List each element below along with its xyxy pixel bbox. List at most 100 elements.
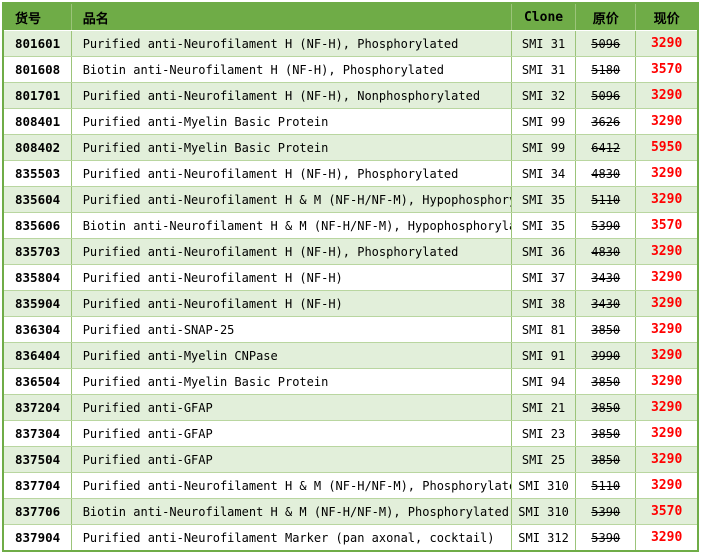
- current-price-cell: 3290: [635, 446, 699, 473]
- product-name-cell: Purified anti-Neurofilament H & M (NF-H/…: [70, 472, 512, 499]
- table-row: 835804 Purified anti-Neurofilament H (NF…: [2, 264, 699, 291]
- product-name-cell: Purified anti-Neurofilament H (NF-H), Ph…: [70, 160, 512, 187]
- clone-cell: SMI 37: [510, 264, 577, 291]
- product-name-cell: Purified anti-Neurofilament Marker (pan …: [70, 524, 512, 552]
- current-price-cell: 5950: [635, 134, 699, 161]
- product-name-cell: Purified anti-Neurofilament H (NF-H), Ph…: [70, 238, 512, 265]
- table-row: 837504 Purified anti-GFAP SMI 25 3850 32…: [2, 446, 699, 473]
- current-price-cell: 3290: [635, 264, 699, 291]
- product-name-cell: Purified anti-GFAP: [70, 394, 512, 421]
- original-price-cell: 5110: [575, 186, 637, 213]
- table-row: 837204 Purified anti-GFAP SMI 21 3850 32…: [2, 394, 699, 421]
- original-price-cell: 5390: [575, 498, 637, 525]
- clone-cell: SMI 310: [510, 472, 577, 499]
- original-price-cell: 5390: [575, 524, 637, 552]
- table-row: 837704 Purified anti-Neurofilament H & M…: [2, 472, 699, 499]
- original-price-cell: 5110: [575, 472, 637, 499]
- table-row: 836504 Purified anti-Myelin Basic Protei…: [2, 368, 699, 395]
- product-code-cell: 808401: [2, 108, 72, 135]
- product-code-cell: 801608: [2, 56, 72, 83]
- column-header-code: 货号: [2, 3, 72, 31]
- product-code-cell: 835804: [2, 264, 72, 291]
- original-price-cell: 4830: [575, 160, 637, 187]
- current-price-cell: 3290: [635, 30, 699, 57]
- product-name-cell: Purified anti-Neurofilament H (NF-H): [70, 290, 512, 317]
- clone-cell: SMI 99: [510, 134, 577, 161]
- table-row: 808401 Purified anti-Myelin Basic Protei…: [2, 108, 699, 135]
- original-price-cell: 3430: [575, 290, 637, 317]
- current-price-cell: 3570: [635, 56, 699, 83]
- table-row: 835604 Purified anti-Neurofilament H & M…: [2, 186, 699, 213]
- product-code-cell: 835503: [2, 160, 72, 187]
- product-code-cell: 836404: [2, 342, 72, 369]
- product-code-cell: 835904: [2, 290, 72, 317]
- current-price-cell: 3290: [635, 160, 699, 187]
- table-body: 801601 Purified anti-Neurofilament H (NF…: [2, 30, 699, 552]
- table-row: 801701 Purified anti-Neurofilament H (NF…: [2, 82, 699, 109]
- original-price-cell: 5096: [575, 82, 637, 109]
- current-price-cell: 3290: [635, 420, 699, 447]
- current-price-cell: 3290: [635, 186, 699, 213]
- clone-cell: SMI 94: [510, 368, 577, 395]
- column-header-original-price: 原价: [575, 3, 637, 31]
- clone-cell: SMI 35: [510, 186, 577, 213]
- product-code-cell: 836304: [2, 316, 72, 343]
- table-header: 货号 品名 Clone 原价 现价: [2, 3, 699, 31]
- product-name-cell: Biotin anti-Neurofilament H & M (NF-H/NF…: [70, 498, 512, 525]
- product-name-cell: Purified anti-Myelin Basic Protein: [70, 134, 512, 161]
- product-name-cell: Purified anti-Myelin CNPase: [70, 342, 512, 369]
- product-code-cell: 835606: [2, 212, 72, 239]
- table-row: 801601 Purified anti-Neurofilament H (NF…: [2, 30, 699, 57]
- product-code-cell: 837706: [2, 498, 72, 525]
- clone-cell: SMI 23: [510, 420, 577, 447]
- product-name-cell: Purified anti-Myelin Basic Protein: [70, 108, 512, 135]
- table-row: 837904 Purified anti-Neurofilament Marke…: [2, 524, 699, 552]
- current-price-cell: 3290: [635, 472, 699, 499]
- clone-cell: SMI 32: [510, 82, 577, 109]
- current-price-cell: 3570: [635, 498, 699, 525]
- product-name-cell: Purified anti-Neurofilament H (NF-H), Ph…: [70, 30, 512, 57]
- product-code-cell: 837304: [2, 420, 72, 447]
- original-price-cell: 3850: [575, 394, 637, 421]
- table-row: 835606 Biotin anti-Neurofilament H & M (…: [2, 212, 699, 239]
- table-row: 836304 Purified anti-SNAP-25 SMI 81 3850…: [2, 316, 699, 343]
- product-code-cell: 835604: [2, 186, 72, 213]
- original-price-cell: 6412: [575, 134, 637, 161]
- original-price-cell: 4830: [575, 238, 637, 265]
- current-price-cell: 3290: [635, 238, 699, 265]
- current-price-cell: 3290: [635, 290, 699, 317]
- current-price-cell: 3290: [635, 82, 699, 109]
- original-price-cell: 3850: [575, 368, 637, 395]
- product-name-cell: Biotin anti-Neurofilament H & M (NF-H/NF…: [70, 212, 512, 239]
- table-row: 801608 Biotin anti-Neurofilament H (NF-H…: [2, 56, 699, 83]
- clone-cell: SMI 36: [510, 238, 577, 265]
- table-row: 837706 Biotin anti-Neurofilament H & M (…: [2, 498, 699, 525]
- original-price-cell: 3850: [575, 420, 637, 447]
- column-header-name: 品名: [70, 3, 512, 31]
- current-price-cell: 3290: [635, 108, 699, 135]
- product-code-cell: 801701: [2, 82, 72, 109]
- product-code-cell: 837904: [2, 524, 72, 552]
- product-name-cell: Biotin anti-Neurofilament H (NF-H), Phos…: [70, 56, 512, 83]
- current-price-cell: 3290: [635, 394, 699, 421]
- clone-cell: SMI 91: [510, 342, 577, 369]
- original-price-cell: 5096: [575, 30, 637, 57]
- clone-cell: SMI 34: [510, 160, 577, 187]
- original-price-cell: 5390: [575, 212, 637, 239]
- product-code-cell: 801601: [2, 30, 72, 57]
- clone-cell: SMI 21: [510, 394, 577, 421]
- clone-cell: SMI 38: [510, 290, 577, 317]
- original-price-cell: 3626: [575, 108, 637, 135]
- current-price-cell: 3290: [635, 524, 699, 552]
- product-name-cell: Purified anti-SNAP-25: [70, 316, 512, 343]
- table-header-row: 货号 品名 Clone 原价 现价: [2, 3, 699, 31]
- product-code-cell: 808402: [2, 134, 72, 161]
- original-price-cell: 3850: [575, 316, 637, 343]
- original-price-cell: 3850: [575, 446, 637, 473]
- current-price-cell: 3290: [635, 368, 699, 395]
- clone-cell: SMI 31: [510, 56, 577, 83]
- current-price-cell: 3290: [635, 316, 699, 343]
- product-name-cell: Purified anti-GFAP: [70, 420, 512, 447]
- product-code-cell: 837204: [2, 394, 72, 421]
